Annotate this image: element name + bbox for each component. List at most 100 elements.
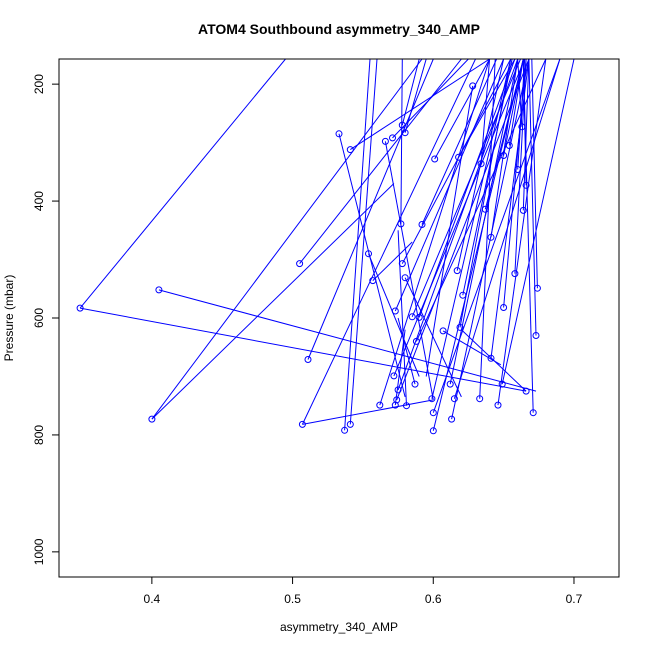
trace-segment bbox=[338, 133, 406, 398]
y-axis: 200 400 600 800 1000 bbox=[32, 74, 60, 565]
data-point bbox=[511, 270, 519, 278]
data-point bbox=[155, 286, 163, 294]
trace-segment bbox=[397, 230, 407, 406]
data-point bbox=[412, 337, 420, 345]
trace-segment bbox=[522, 59, 530, 211]
data-point bbox=[296, 260, 304, 268]
data-point bbox=[505, 142, 513, 149]
data-point bbox=[429, 409, 437, 417]
x-tick-label: 0.7 bbox=[566, 592, 583, 606]
trace-segment bbox=[501, 59, 575, 385]
data-point bbox=[341, 426, 349, 434]
data-point bbox=[487, 233, 495, 241]
trace-segment bbox=[384, 141, 434, 400]
trace-segment bbox=[425, 85, 474, 377]
data-point bbox=[481, 205, 489, 213]
data-point bbox=[304, 356, 312, 363]
data-point bbox=[514, 166, 522, 173]
data-point bbox=[456, 323, 464, 331]
y-tick-label: 400 bbox=[32, 191, 46, 211]
trace-segment bbox=[418, 59, 516, 318]
trace-segment bbox=[379, 59, 491, 406]
data-point bbox=[453, 267, 461, 275]
data-point bbox=[450, 395, 458, 403]
data-point bbox=[415, 313, 423, 321]
y-axis-label: Pressure (mbar) bbox=[2, 275, 16, 362]
trace-segment bbox=[396, 59, 530, 401]
data-point bbox=[390, 372, 398, 380]
data-point bbox=[429, 427, 437, 435]
trace-segment bbox=[299, 59, 462, 264]
data-point bbox=[298, 420, 306, 428]
data-point bbox=[448, 415, 456, 423]
trace-segment bbox=[451, 59, 530, 420]
trace-segment bbox=[432, 59, 561, 413]
trace-segment bbox=[151, 183, 395, 420]
data-point bbox=[500, 304, 508, 311]
trace-segment bbox=[531, 59, 538, 289]
trace-segment bbox=[421, 59, 498, 225]
data-point bbox=[381, 137, 389, 145]
data-point bbox=[411, 380, 419, 388]
trace-segment bbox=[434, 59, 491, 160]
trace-segment bbox=[401, 59, 512, 264]
trace-segment bbox=[458, 59, 516, 158]
data-point bbox=[477, 160, 485, 168]
data-point bbox=[393, 396, 401, 404]
data-point bbox=[459, 291, 467, 299]
y-tick-label: 600 bbox=[32, 308, 46, 328]
data-point bbox=[494, 401, 502, 409]
data-point bbox=[408, 313, 416, 321]
data-point bbox=[401, 129, 409, 137]
data-point bbox=[403, 402, 410, 410]
trace-segment bbox=[79, 59, 286, 309]
data-point bbox=[346, 146, 354, 154]
data-point bbox=[389, 134, 396, 142]
data-point bbox=[533, 284, 541, 292]
x-tick-label: 0.4 bbox=[144, 592, 161, 606]
data-point bbox=[369, 277, 377, 285]
data-point bbox=[439, 327, 447, 335]
trace-segment bbox=[497, 59, 547, 406]
trace-segment bbox=[490, 59, 519, 238]
data-point bbox=[532, 332, 540, 339]
data-point bbox=[401, 274, 409, 282]
y-tick-label: 800 bbox=[32, 425, 46, 445]
trace-segment bbox=[480, 59, 491, 164]
data-point bbox=[148, 415, 156, 423]
trace-segment bbox=[80, 307, 527, 392]
data-point bbox=[487, 354, 495, 362]
trace-segment bbox=[442, 330, 502, 366]
x-tick-label: 0.6 bbox=[425, 592, 442, 606]
data-point bbox=[391, 307, 399, 315]
trace-segment bbox=[393, 59, 526, 377]
y-tick-label: 200 bbox=[32, 74, 46, 94]
data-point bbox=[398, 260, 406, 268]
trace-segment bbox=[302, 399, 434, 425]
trace-segment bbox=[456, 59, 505, 271]
trace-segment bbox=[350, 59, 490, 151]
y-tick-label: 1000 bbox=[32, 538, 46, 565]
data-point bbox=[529, 409, 537, 417]
trace-segment bbox=[508, 59, 524, 146]
data-point bbox=[376, 401, 384, 409]
data-point bbox=[519, 206, 527, 214]
data-point bbox=[522, 181, 530, 189]
trace-segment bbox=[490, 59, 530, 359]
trace-segment bbox=[158, 289, 537, 392]
data-point bbox=[522, 387, 530, 395]
data-point bbox=[391, 401, 399, 409]
x-axis: 0.4 0.5 0.6 0.7 bbox=[144, 576, 583, 606]
trace-segment bbox=[484, 59, 524, 210]
data-point bbox=[476, 395, 484, 403]
data-point bbox=[397, 220, 405, 228]
data-point bbox=[455, 153, 463, 161]
trace-segment bbox=[517, 59, 523, 127]
data-point bbox=[365, 250, 372, 258]
trace-segment bbox=[503, 59, 524, 156]
data-point bbox=[431, 155, 439, 163]
trace-segment bbox=[151, 59, 423, 420]
data-point bbox=[518, 123, 526, 131]
chart-title: ATOM4 Southbound asymmetry_340_AMP bbox=[198, 21, 480, 37]
data-point bbox=[346, 420, 354, 428]
